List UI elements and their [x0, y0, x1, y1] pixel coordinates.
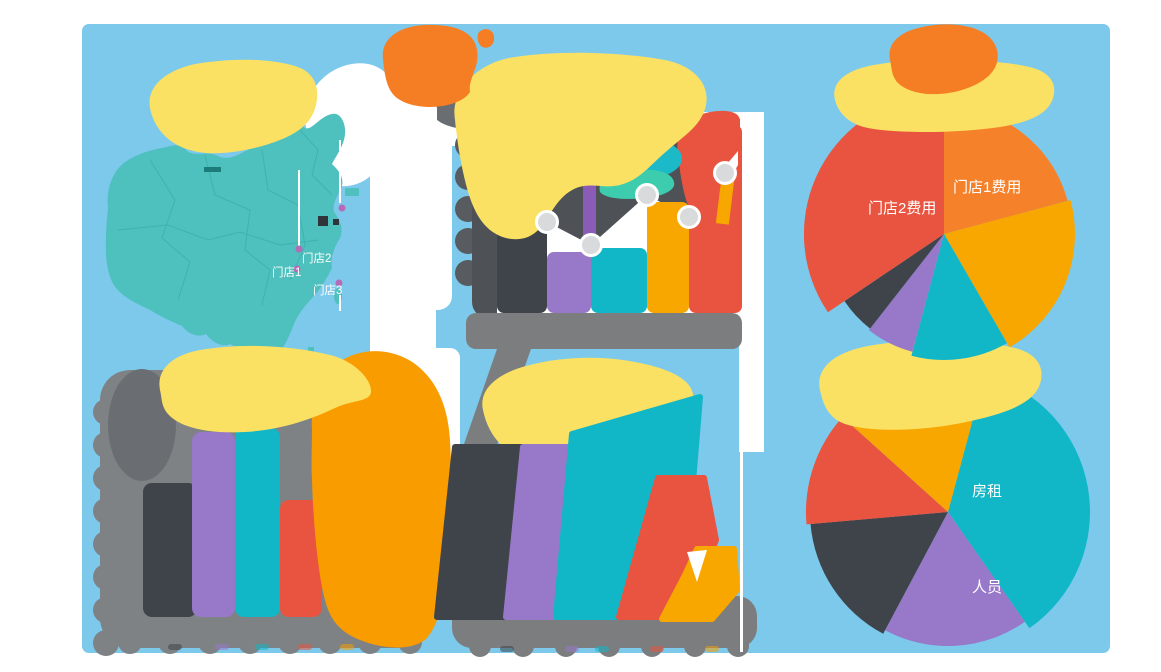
pie-slice — [805, 417, 948, 525]
scallop-bump — [512, 635, 534, 657]
white-notch — [687, 550, 707, 582]
bar-series — [434, 394, 740, 622]
yellow-blob-top-right — [834, 59, 1055, 133]
pin-dot — [295, 245, 303, 253]
pie-label-store2-cost: 门店2费用 — [868, 200, 936, 217]
scallop-bump — [727, 635, 749, 657]
bar — [280, 500, 322, 617]
pie-label-rent: 房租 — [972, 483, 1002, 500]
tick-mark — [595, 646, 609, 652]
trend-line-marker — [677, 205, 701, 229]
scallop-bump — [118, 630, 142, 654]
trend-bar — [547, 252, 591, 313]
scallop-bump — [93, 498, 119, 524]
scallop-bump — [158, 630, 182, 654]
pie-slice — [810, 512, 948, 634]
pie-slice — [944, 200, 1075, 348]
scallop-bump — [93, 564, 119, 590]
trend-bar — [647, 202, 689, 313]
pin-label-store2: 门店2 — [302, 251, 331, 265]
yellow-blob-bottom-right — [819, 340, 1042, 430]
pie-label-store1-cost: 门店1费用 — [953, 179, 1021, 196]
china-silhouette — [105, 113, 346, 356]
trend-line-markers — [535, 161, 737, 257]
scallop-bump — [469, 635, 491, 657]
tick-mark — [215, 644, 229, 650]
scallop-bump — [93, 531, 119, 557]
frame-right-bar — [739, 112, 764, 452]
capital-marker — [318, 216, 328, 226]
pin-dot — [338, 204, 346, 212]
scallop-bump — [93, 597, 119, 623]
pie-slice — [868, 234, 944, 352]
pin-dot — [335, 279, 343, 287]
pie-slice — [803, 93, 944, 313]
panel-corner-wisp — [108, 369, 176, 481]
tick-mark — [500, 646, 514, 652]
tick-mark — [255, 644, 269, 650]
scallop-bump — [93, 465, 119, 491]
trend-line-marker — [713, 161, 737, 185]
scallop-bump — [93, 630, 119, 656]
store-pins: 门店1 门店2 门店3 — [272, 140, 346, 311]
tick-mark — [650, 646, 664, 652]
pin-label-store1: 门店1 — [272, 265, 301, 279]
yellow-blob-top-middle — [454, 52, 707, 240]
slanted-bar — [659, 546, 740, 622]
bottom-middle-slanted-chart — [434, 394, 757, 657]
orange-blob-top-right — [889, 24, 998, 95]
trend-line-marker — [535, 210, 559, 234]
purple-dropline — [583, 168, 596, 248]
scallop-bump — [198, 630, 222, 654]
frame-thin-line — [740, 452, 743, 652]
orange-blob-top-middle — [382, 24, 478, 107]
tick-mark — [705, 646, 719, 652]
trend-bar — [591, 248, 647, 313]
bar — [192, 432, 235, 617]
pie-slice — [911, 234, 1007, 360]
scallop-bump — [684, 635, 706, 657]
pie-label-staff: 人员 — [972, 579, 1002, 596]
tick-mark — [565, 646, 579, 652]
tick-mark — [340, 644, 354, 650]
amber-dropline — [715, 171, 736, 225]
trend-line-marker — [635, 183, 659, 207]
orange-blob-wisp — [477, 29, 495, 48]
lake-mark — [204, 167, 221, 172]
scallop-bump — [278, 630, 302, 654]
tick-mark — [168, 644, 182, 650]
yellow-blob-bottom-left — [159, 345, 372, 433]
province-borders — [117, 129, 333, 306]
tick-mark — [298, 644, 312, 650]
bar-series — [143, 428, 322, 617]
trend-base-band — [466, 313, 742, 349]
axis-tick-marks — [168, 644, 719, 652]
yellow-blob-top-left — [149, 59, 318, 154]
scallop-bump — [238, 630, 262, 654]
expense-pie-chart — [805, 374, 1090, 647]
trend-line-marker — [579, 233, 603, 257]
pin-dot — [293, 265, 301, 273]
pie-slice — [948, 374, 1090, 629]
bar — [235, 428, 280, 617]
white-column-top — [370, 95, 452, 310]
pie-slice — [844, 234, 944, 329]
cost-pie-chart — [803, 93, 1075, 360]
pin-label-store3: 门店3 — [313, 283, 342, 297]
city-marker — [333, 219, 339, 225]
bar — [143, 483, 197, 617]
pie-slice — [944, 106, 1068, 234]
bottom-left-bar-chart — [93, 351, 452, 656]
orange-big-bar — [311, 351, 452, 648]
scallop-bump — [318, 630, 342, 654]
pie-slice — [885, 512, 1025, 647]
